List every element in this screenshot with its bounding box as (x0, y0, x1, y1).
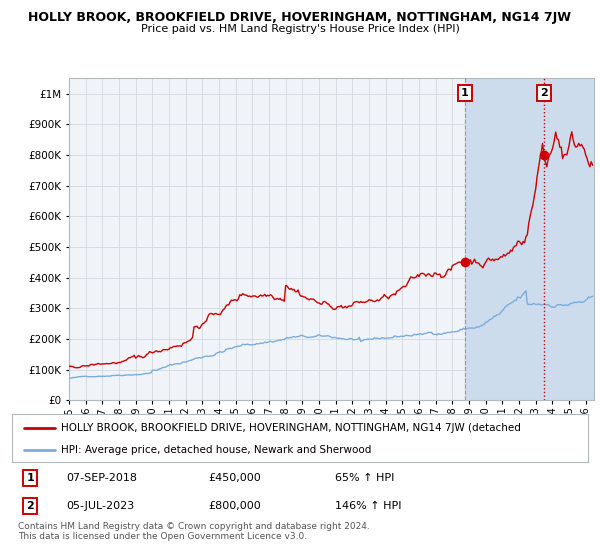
Text: Price paid vs. HM Land Registry's House Price Index (HPI): Price paid vs. HM Land Registry's House … (140, 24, 460, 34)
Text: 2: 2 (540, 88, 548, 98)
Text: 2: 2 (26, 501, 34, 511)
Text: 146% ↑ HPI: 146% ↑ HPI (335, 501, 401, 511)
Text: This data is licensed under the Open Government Licence v3.0.: This data is licensed under the Open Gov… (18, 532, 307, 541)
Text: HPI: Average price, detached house, Newark and Sherwood: HPI: Average price, detached house, Newa… (61, 445, 371, 455)
Text: £450,000: £450,000 (208, 473, 260, 483)
Text: £800,000: £800,000 (208, 501, 260, 511)
Text: 05-JUL-2023: 05-JUL-2023 (67, 501, 135, 511)
Text: 07-SEP-2018: 07-SEP-2018 (67, 473, 138, 483)
Text: 1: 1 (461, 88, 469, 98)
Text: 65% ↑ HPI: 65% ↑ HPI (335, 473, 394, 483)
Text: Contains HM Land Registry data © Crown copyright and database right 2024.: Contains HM Land Registry data © Crown c… (18, 522, 370, 531)
Bar (465, 78, 594, 400)
Text: 1: 1 (26, 473, 34, 483)
Text: HOLLY BROOK, BROOKFIELD DRIVE, HOVERINGHAM, NOTTINGHAM, NG14 7JW: HOLLY BROOK, BROOKFIELD DRIVE, HOVERINGH… (29, 11, 571, 24)
Text: HOLLY BROOK, BROOKFIELD DRIVE, HOVERINGHAM, NOTTINGHAM, NG14 7JW (detached: HOLLY BROOK, BROOKFIELD DRIVE, HOVERINGH… (61, 423, 521, 433)
